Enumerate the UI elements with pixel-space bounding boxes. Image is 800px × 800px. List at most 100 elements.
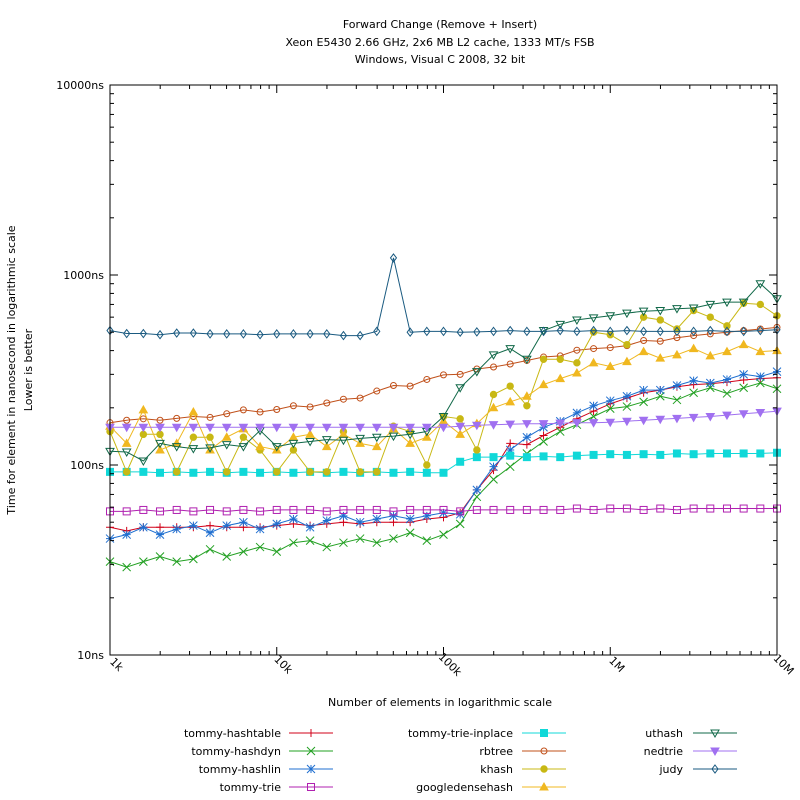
data-point (355, 434, 365, 444)
data-point (638, 307, 649, 317)
data-point (523, 326, 531, 337)
data-point (605, 404, 615, 413)
legend-label: googledensehash (416, 781, 513, 794)
series-tommy-trie (106, 504, 781, 516)
data-point (239, 547, 248, 556)
data-point (589, 412, 598, 421)
data-point (439, 326, 448, 337)
data-point (606, 326, 614, 337)
legend-item: tommy-hashtable (184, 727, 333, 740)
data-point (206, 505, 215, 514)
data-point (505, 396, 516, 406)
data-point (339, 538, 348, 548)
data-point (722, 411, 732, 421)
series-line (110, 507, 777, 512)
data-point (121, 438, 132, 447)
data-point (672, 381, 682, 390)
data-point (538, 379, 549, 389)
data-point (222, 521, 232, 530)
x-tick-label: 1k (107, 655, 126, 674)
data-point (455, 519, 465, 529)
data-point (206, 521, 215, 530)
data-point (756, 325, 764, 336)
data-point (255, 441, 265, 451)
data-point (223, 468, 231, 476)
data-point (405, 514, 415, 524)
data-point (255, 524, 265, 534)
data-point (355, 517, 365, 527)
data-point (123, 416, 131, 424)
data-point (306, 403, 314, 411)
data-point (138, 423, 149, 433)
y-tick-label: 10000ns (56, 79, 104, 92)
data-point (321, 436, 332, 445)
data-point (171, 423, 182, 433)
x-axis-ticks: 1k 10k 100k 1M 10M (107, 85, 796, 679)
data-point (455, 509, 465, 519)
data-point (122, 468, 131, 476)
data-point (221, 441, 232, 450)
data-point (439, 508, 448, 518)
data-point (556, 325, 564, 336)
data-point (289, 505, 298, 514)
data-point (238, 443, 249, 452)
data-point (622, 450, 631, 459)
data-point (756, 504, 765, 513)
data-point (221, 432, 232, 441)
data-point (239, 406, 247, 414)
data-point (755, 372, 765, 381)
legend-swatch-marker (306, 746, 316, 756)
legend-swatch-marker (306, 764, 316, 774)
data-point (371, 423, 382, 433)
data-point (539, 505, 548, 514)
data-point (372, 514, 382, 524)
data-point (273, 329, 281, 339)
data-point (471, 368, 482, 377)
data-point (189, 554, 198, 564)
data-point (622, 391, 632, 401)
data-point (488, 421, 499, 430)
data-point (756, 300, 765, 309)
data-point (588, 357, 599, 367)
data-point (639, 450, 648, 459)
data-point (355, 423, 365, 433)
data-point (205, 528, 215, 538)
data-point (422, 505, 431, 514)
data-point (706, 325, 714, 336)
data-point (372, 505, 381, 514)
data-point (239, 467, 248, 476)
data-point (655, 353, 666, 362)
data-point (289, 538, 298, 548)
data-point (522, 420, 532, 429)
data-point (589, 450, 598, 459)
data-point (672, 449, 681, 458)
data-point (622, 309, 632, 319)
data-point (522, 391, 532, 400)
data-point (539, 437, 548, 446)
data-point (321, 423, 332, 433)
legend-label: tommy-trie-inplace (408, 727, 513, 740)
data-point (539, 431, 548, 440)
data-point (406, 327, 414, 338)
data-point (138, 404, 149, 414)
data-point (656, 450, 665, 459)
data-point (522, 453, 531, 462)
plot-series (105, 253, 782, 572)
legend-label: tommy-trie (220, 781, 282, 794)
data-point (323, 399, 331, 407)
data-point (306, 468, 314, 476)
legend-swatch-marker (710, 747, 720, 757)
data-point (639, 385, 648, 395)
data-point (638, 346, 649, 356)
data-point (156, 329, 164, 340)
data-point (555, 320, 566, 330)
chart-title-line-1: Forward Change (Remove + Insert) (343, 18, 537, 31)
data-point (173, 328, 181, 338)
data-point (706, 449, 715, 458)
chart-title-line-3: Windows, Visual C 2008, 32 bit (355, 53, 526, 66)
data-point (172, 524, 182, 534)
data-point (639, 313, 648, 321)
data-point (439, 468, 448, 477)
data-point (288, 423, 299, 433)
